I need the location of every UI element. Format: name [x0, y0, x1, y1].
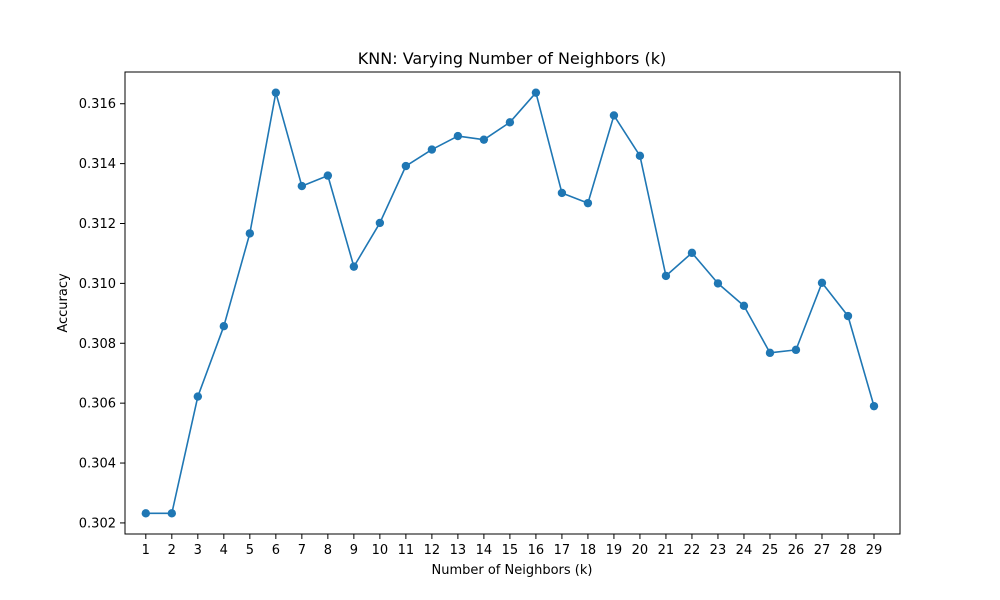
- data-point-k13: [453, 131, 463, 141]
- y-tick-label: 0.310: [79, 277, 116, 292]
- y-axis: 0.302 0.304 0.306 0.308 0.310 0.312 0.314 0.316: [79, 97, 125, 531]
- y-tick-label: 0.308: [79, 337, 116, 352]
- x-tick-label: 6: [272, 543, 280, 558]
- data-point-k5: [245, 229, 255, 238]
- x-axis-label: Number of Neighbors (k): [432, 563, 593, 578]
- x-tick-label: 28: [840, 543, 857, 558]
- x-tick-label: 11: [398, 543, 415, 558]
- data-point-k24: [739, 301, 749, 311]
- chart-title: KNN: Varying Number of Neighbors (k): [358, 49, 666, 68]
- data-point-k12: [427, 145, 437, 154]
- data-point-k11: [401, 161, 411, 171]
- x-tick-label: 4: [220, 543, 228, 558]
- y-tick-label: 0.306: [79, 397, 116, 412]
- data-point-k21: [661, 271, 671, 281]
- x-tick-label: 16: [528, 543, 545, 558]
- x-tick-label: 26: [788, 543, 805, 558]
- x-tick-label: 24: [736, 543, 753, 558]
- y-tick-label: 0.302: [79, 516, 116, 531]
- data-point-k15: [505, 118, 515, 127]
- series-line: [145, 91, 875, 515]
- x-tick-label: 2: [168, 543, 176, 558]
- x-tick-label: 8: [324, 543, 332, 558]
- data-point-k17: [557, 188, 567, 198]
- data-point-k29: [869, 401, 879, 411]
- data-point-k1: [141, 509, 151, 518]
- data-point-k18: [583, 198, 593, 208]
- y-axis-label: Accuracy: [56, 273, 71, 333]
- x-tick-label: 1: [142, 543, 150, 558]
- x-tick-label: 19: [606, 543, 623, 558]
- x-tick-label: 9: [350, 543, 358, 558]
- x-tick-label: 22: [684, 543, 701, 558]
- x-axis: 1 2 3 4 5 6 7 8 9 10 11 12 13 14 15 16 17 18 19 20 21 22 23 24 2…: [142, 534, 883, 558]
- data-point-k14: [479, 135, 489, 144]
- x-tick-label: 18: [580, 543, 597, 558]
- plot-area: [141, 88, 879, 518]
- data-point-k16: [531, 88, 541, 97]
- x-tick-label: 3: [194, 543, 202, 558]
- data-point-k19: [609, 111, 619, 120]
- data-point-k22: [687, 248, 697, 258]
- y-tick-label: 0.316: [79, 97, 116, 112]
- x-tick-label: 15: [502, 543, 519, 558]
- x-tick-label: 17: [554, 543, 571, 558]
- x-tick-label: 5: [246, 543, 254, 558]
- x-tick-label: 25: [762, 543, 779, 558]
- data-point-k26: [791, 345, 801, 355]
- y-tick-label: 0.314: [79, 157, 116, 172]
- x-tick-label: 23: [710, 543, 727, 558]
- data-point-k9: [349, 262, 359, 271]
- data-point-k4: [219, 322, 229, 331]
- x-tick-label: 13: [450, 543, 467, 558]
- data-point-k2: [167, 509, 177, 518]
- x-tick-label: 21: [658, 543, 675, 558]
- plot-frame: [124, 71, 901, 535]
- x-tick-label: 7: [298, 543, 306, 558]
- data-point-k8: [323, 171, 333, 180]
- y-tick-label: 0.312: [79, 217, 116, 232]
- data-point-k28: [843, 311, 853, 321]
- data-point-k6: [271, 88, 281, 97]
- data-point-k7: [297, 181, 307, 191]
- x-tick-label: 29: [866, 543, 883, 558]
- data-point-k23: [713, 279, 723, 288]
- y-tick-label: 0.304: [79, 457, 116, 472]
- x-tick-label: 27: [814, 543, 831, 558]
- data-point-k20: [635, 151, 645, 161]
- x-tick-label: 14: [476, 543, 493, 558]
- data-point-k27: [817, 278, 827, 287]
- data-point-k25: [765, 348, 775, 358]
- x-tick-label: 12: [424, 543, 441, 558]
- data-point-k10: [375, 218, 385, 228]
- x-tick-label: 20: [632, 543, 649, 558]
- x-tick-label: 10: [372, 543, 389, 558]
- data-point-k3: [193, 392, 203, 401]
